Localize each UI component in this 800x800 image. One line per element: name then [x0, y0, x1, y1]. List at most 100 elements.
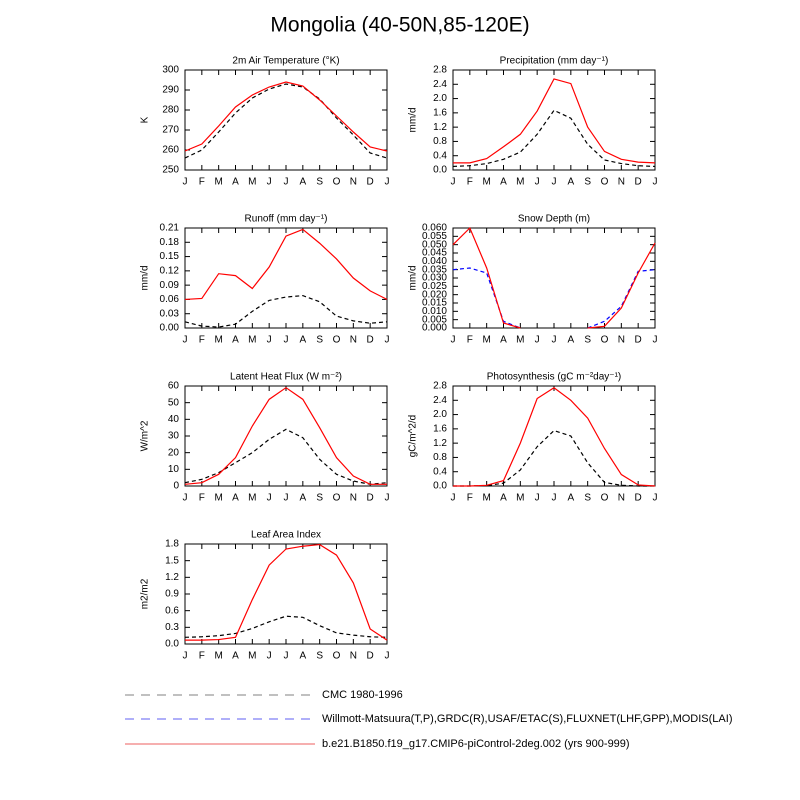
x-tick-label: D: [367, 177, 374, 188]
x-tick-label: J: [267, 335, 272, 346]
x-tick-label: J: [653, 335, 658, 346]
series-line: [184, 428, 388, 485]
x-tick-label: J: [267, 651, 272, 662]
y-tick-label: 290: [162, 85, 179, 96]
x-tick-label: N: [350, 335, 357, 346]
panel-title: 2m Air Temperature (°K): [232, 56, 339, 67]
series-line: [184, 615, 388, 638]
panel-title: Leaf Area Index: [251, 530, 321, 541]
x-tick-label: O: [333, 651, 341, 662]
x-tick-label: J: [451, 493, 456, 504]
y-tick-label: 0.0: [433, 481, 447, 492]
x-tick-label: S: [316, 651, 323, 662]
x-tick-label: M: [516, 335, 524, 346]
y-tick-label: 0.040: [422, 256, 447, 267]
panel-title: Photosynthesis (gC m⁻²day⁻¹): [487, 372, 622, 383]
series-line: [184, 295, 388, 328]
y-tick-label: 0.030: [422, 273, 447, 284]
y-tick-label: 0.6: [165, 605, 179, 616]
y-tick-label: 0.18: [160, 237, 180, 248]
y-tick-label: 0.15: [160, 251, 180, 262]
x-tick-label: J: [552, 177, 557, 188]
x-tick-label: A: [500, 177, 507, 188]
x-tick-label: D: [367, 335, 374, 346]
y-tick-label: 2.4: [433, 79, 447, 90]
x-tick-label: J: [451, 335, 456, 346]
x-tick-label: M: [248, 335, 256, 346]
x-tick-label: S: [316, 177, 323, 188]
x-tick-label: J: [183, 493, 188, 504]
y-tick-label: 40: [168, 414, 180, 425]
x-tick-label: J: [385, 177, 390, 188]
x-tick-label: J: [267, 493, 272, 504]
x-tick-label: N: [350, 493, 357, 504]
y-tick-label: 2.8: [433, 65, 447, 76]
x-tick-label: J: [653, 493, 658, 504]
y-tick-label: 1.6: [433, 107, 447, 118]
y-tick-label: 0.010: [422, 306, 447, 317]
y-axis-label: mm/d: [408, 108, 419, 133]
y-tick-label: 300: [162, 65, 179, 76]
x-tick-label: J: [385, 651, 390, 662]
x-tick-label: O: [333, 493, 341, 504]
y-tick-label: 0.09: [160, 280, 180, 291]
y-tick-label: 0.035: [422, 264, 447, 275]
x-tick-label: D: [367, 493, 374, 504]
x-tick-label: A: [500, 335, 507, 346]
x-tick-label: D: [635, 177, 642, 188]
x-tick-label: J: [183, 177, 188, 188]
x-tick-label: M: [214, 177, 222, 188]
y-tick-label: 260: [162, 145, 179, 156]
x-tick-label: N: [350, 177, 357, 188]
y-axis-label: gC/m^2/d: [408, 415, 419, 458]
y-tick-label: 20: [168, 447, 180, 458]
x-tick-label: M: [214, 493, 222, 504]
x-tick-label: J: [552, 335, 557, 346]
x-tick-label: S: [584, 493, 591, 504]
x-tick-label: A: [567, 177, 574, 188]
y-tick-label: 1.6: [433, 423, 447, 434]
x-tick-label: A: [567, 335, 574, 346]
x-tick-label: F: [199, 493, 205, 504]
legend-label: Willmott-Matsuura(T,P),GRDC(R),USAF/ETAC…: [322, 713, 733, 725]
series-line: [184, 386, 387, 485]
panel-title: Runoff (mm day⁻¹): [245, 214, 328, 225]
x-tick-label: M: [516, 177, 524, 188]
y-tick-label: 0.4: [433, 466, 447, 477]
x-tick-label: F: [467, 177, 473, 188]
y-tick-label: 60: [168, 381, 180, 392]
panel-title: Snow Depth (m): [518, 214, 590, 225]
y-tick-label: 0.055: [422, 231, 447, 242]
series-line: [184, 228, 388, 301]
x-tick-label: S: [584, 335, 591, 346]
x-tick-label: J: [535, 177, 540, 188]
x-tick-label: O: [333, 335, 341, 346]
y-tick-label: 1.2: [165, 572, 179, 583]
y-tick-label: 0.060: [422, 223, 447, 234]
series-line: [453, 78, 656, 164]
panel-title: Precipitation (mm day⁻¹): [500, 56, 609, 67]
x-tick-label: D: [635, 335, 642, 346]
x-tick-label: M: [214, 651, 222, 662]
x-tick-label: J: [385, 493, 390, 504]
plot-frame: [184, 69, 388, 171]
y-tick-label: 0.020: [422, 289, 447, 300]
y-tick-label: 0.12: [160, 265, 180, 276]
plot-frame: [184, 543, 388, 645]
x-tick-label: M: [482, 177, 490, 188]
series-line: [452, 267, 656, 329]
y-tick-label: 1.2: [433, 438, 447, 449]
series-line: [452, 109, 656, 168]
y-tick-label: 270: [162, 125, 179, 136]
x-tick-label: S: [316, 335, 323, 346]
x-tick-label: N: [350, 651, 357, 662]
y-axis-label: m2/m2: [140, 578, 151, 609]
x-tick-label: J: [451, 177, 456, 188]
y-axis-label: W/m^2: [140, 420, 151, 451]
x-tick-label: N: [618, 177, 625, 188]
x-tick-label: J: [385, 335, 390, 346]
y-tick-label: 0.9: [165, 589, 179, 600]
y-tick-label: 0.000: [422, 323, 447, 334]
y-tick-label: 0.03: [160, 308, 180, 319]
y-tick-label: 0.8: [433, 452, 447, 463]
